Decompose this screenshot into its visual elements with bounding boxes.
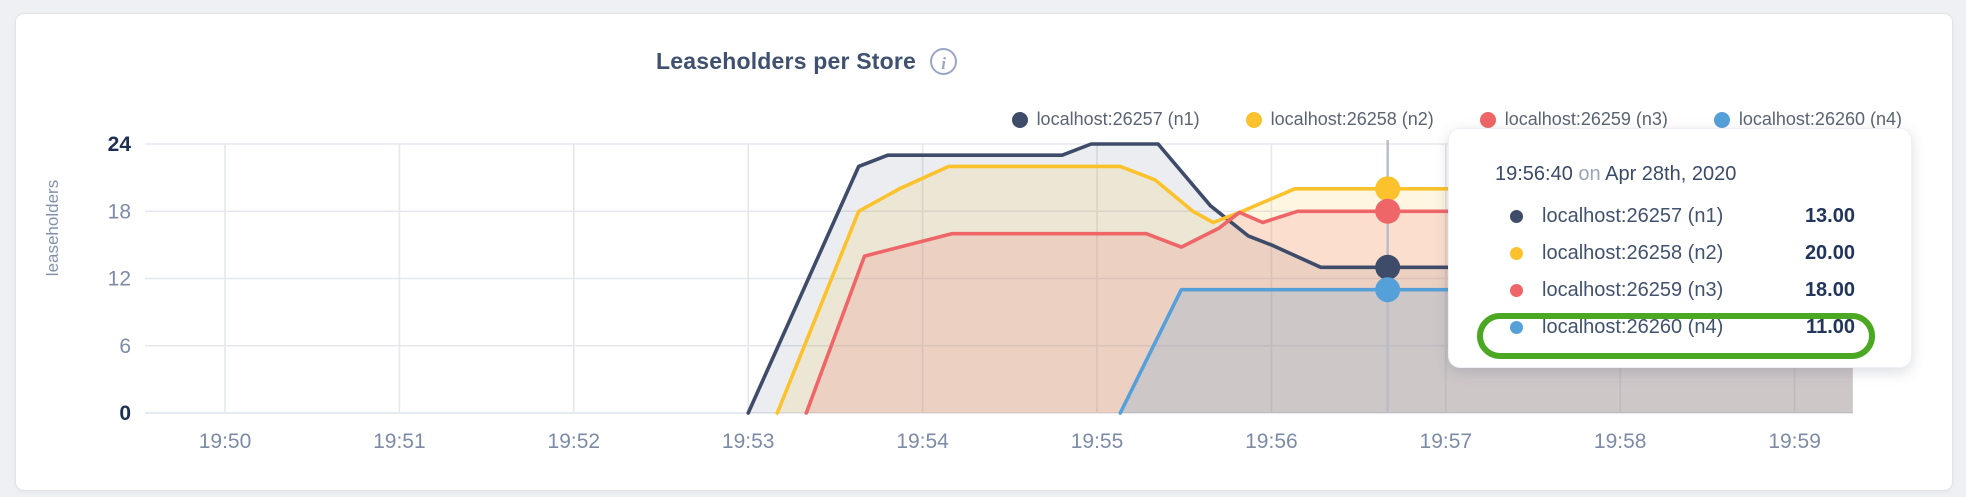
- x-tick-label: 19:54: [896, 430, 949, 453]
- legend-item-n1: localhost:26257 (n1): [1011, 109, 1200, 130]
- hover-dot-n2: [1375, 176, 1401, 202]
- tooltip-label-n3: localhost:26259 (n3): [1542, 279, 1724, 301]
- x-tick-label: 19:59: [1768, 430, 1821, 453]
- series-dot-n2: [1510, 247, 1523, 260]
- y-tick-label: 18: [108, 200, 131, 223]
- tooltip-row-n3: localhost:26259 (n3) 18.00: [1495, 272, 1855, 309]
- tooltip-value-n2: 20.00: [1804, 242, 1855, 264]
- tooltip-label-n4: localhost:26260 (n4): [1542, 316, 1724, 338]
- hover-dot-n1: [1375, 254, 1401, 280]
- y-axis-title: leaseholders: [43, 180, 62, 276]
- tooltip-timestamp: 19:56:40 on Apr 28th, 2020: [1495, 163, 1855, 186]
- tooltip-value-n3: 18.00: [1804, 279, 1855, 301]
- hover-tooltip: 19:56:40 on Apr 28th, 2020 localhost:262…: [1448, 128, 1912, 368]
- legend-dot-n3: [1479, 111, 1496, 128]
- y-tick-label: 12: [108, 268, 131, 291]
- chart-title: Leaseholders per Store: [656, 48, 917, 74]
- legend-label-n2: localhost:26258 (n2): [1270, 109, 1434, 129]
- x-tick-label: 19:51: [373, 430, 426, 453]
- y-tick-label: 24: [108, 133, 132, 156]
- legend-label-n4: localhost:26260 (n4): [1738, 109, 1902, 129]
- tooltip-label-n2: localhost:26258 (n2): [1542, 242, 1724, 264]
- series-dot-n3: [1510, 284, 1523, 297]
- legend-dot-n2: [1245, 111, 1262, 128]
- tooltip-time: 19:56:40: [1495, 163, 1573, 185]
- series-dot-n4: [1510, 321, 1523, 334]
- legend-item-n3: localhost:26259 (n3): [1479, 109, 1668, 130]
- x-tick-label: 19:53: [722, 430, 775, 453]
- tooltip-value-n1: 13.00: [1804, 205, 1855, 227]
- y-tick-label: 6: [119, 335, 131, 358]
- tooltip-row-n4: localhost:26260 (n4) 11.00: [1495, 309, 1855, 346]
- legend-item-n4: localhost:26260 (n4): [1713, 109, 1902, 130]
- tooltip-row-n2: localhost:26258 (n2) 20.00: [1495, 235, 1855, 272]
- legend-item-n2: localhost:26258 (n2): [1245, 109, 1434, 130]
- tooltip-row-n1: localhost:26257 (n1) 13.00: [1495, 198, 1855, 235]
- info-icon[interactable]: i: [930, 48, 958, 75]
- x-tick-label: 19:52: [548, 430, 601, 453]
- y-tick-label: 0: [119, 402, 131, 425]
- tooltip-label-n1: localhost:26257 (n1): [1542, 205, 1724, 227]
- chart-header: Leaseholders per Store i: [656, 48, 958, 75]
- series-line-n2: [775, 164, 1855, 415]
- hover-dot-n3: [1375, 198, 1401, 224]
- x-tick-label: 19:58: [1594, 430, 1647, 453]
- x-tick-label: 19:57: [1420, 430, 1473, 453]
- tooltip-value-n4: 11.00: [1806, 316, 1855, 338]
- series-dot-n1: [1510, 210, 1523, 223]
- tooltip-conjunction: on: [1578, 163, 1601, 185]
- x-tick-label: 19:50: [199, 430, 252, 453]
- hover-dot-n4: [1375, 277, 1401, 303]
- chart-legend: localhost:26257 (n1) localhost:26258 (n2…: [1011, 109, 1902, 130]
- legend-dot-n1: [1011, 111, 1028, 128]
- x-tick-label: 19:56: [1245, 430, 1298, 453]
- tooltip-date: Apr 28th, 2020: [1605, 163, 1737, 185]
- x-tick-label: 19:55: [1071, 430, 1124, 453]
- legend-dot-n4: [1713, 111, 1730, 128]
- legend-label-n3: localhost:26259 (n3): [1504, 109, 1668, 129]
- series-line-n3: [804, 209, 1855, 415]
- legend-label-n1: localhost:26257 (n1): [1036, 109, 1200, 129]
- series-line-n1: [746, 142, 1855, 415]
